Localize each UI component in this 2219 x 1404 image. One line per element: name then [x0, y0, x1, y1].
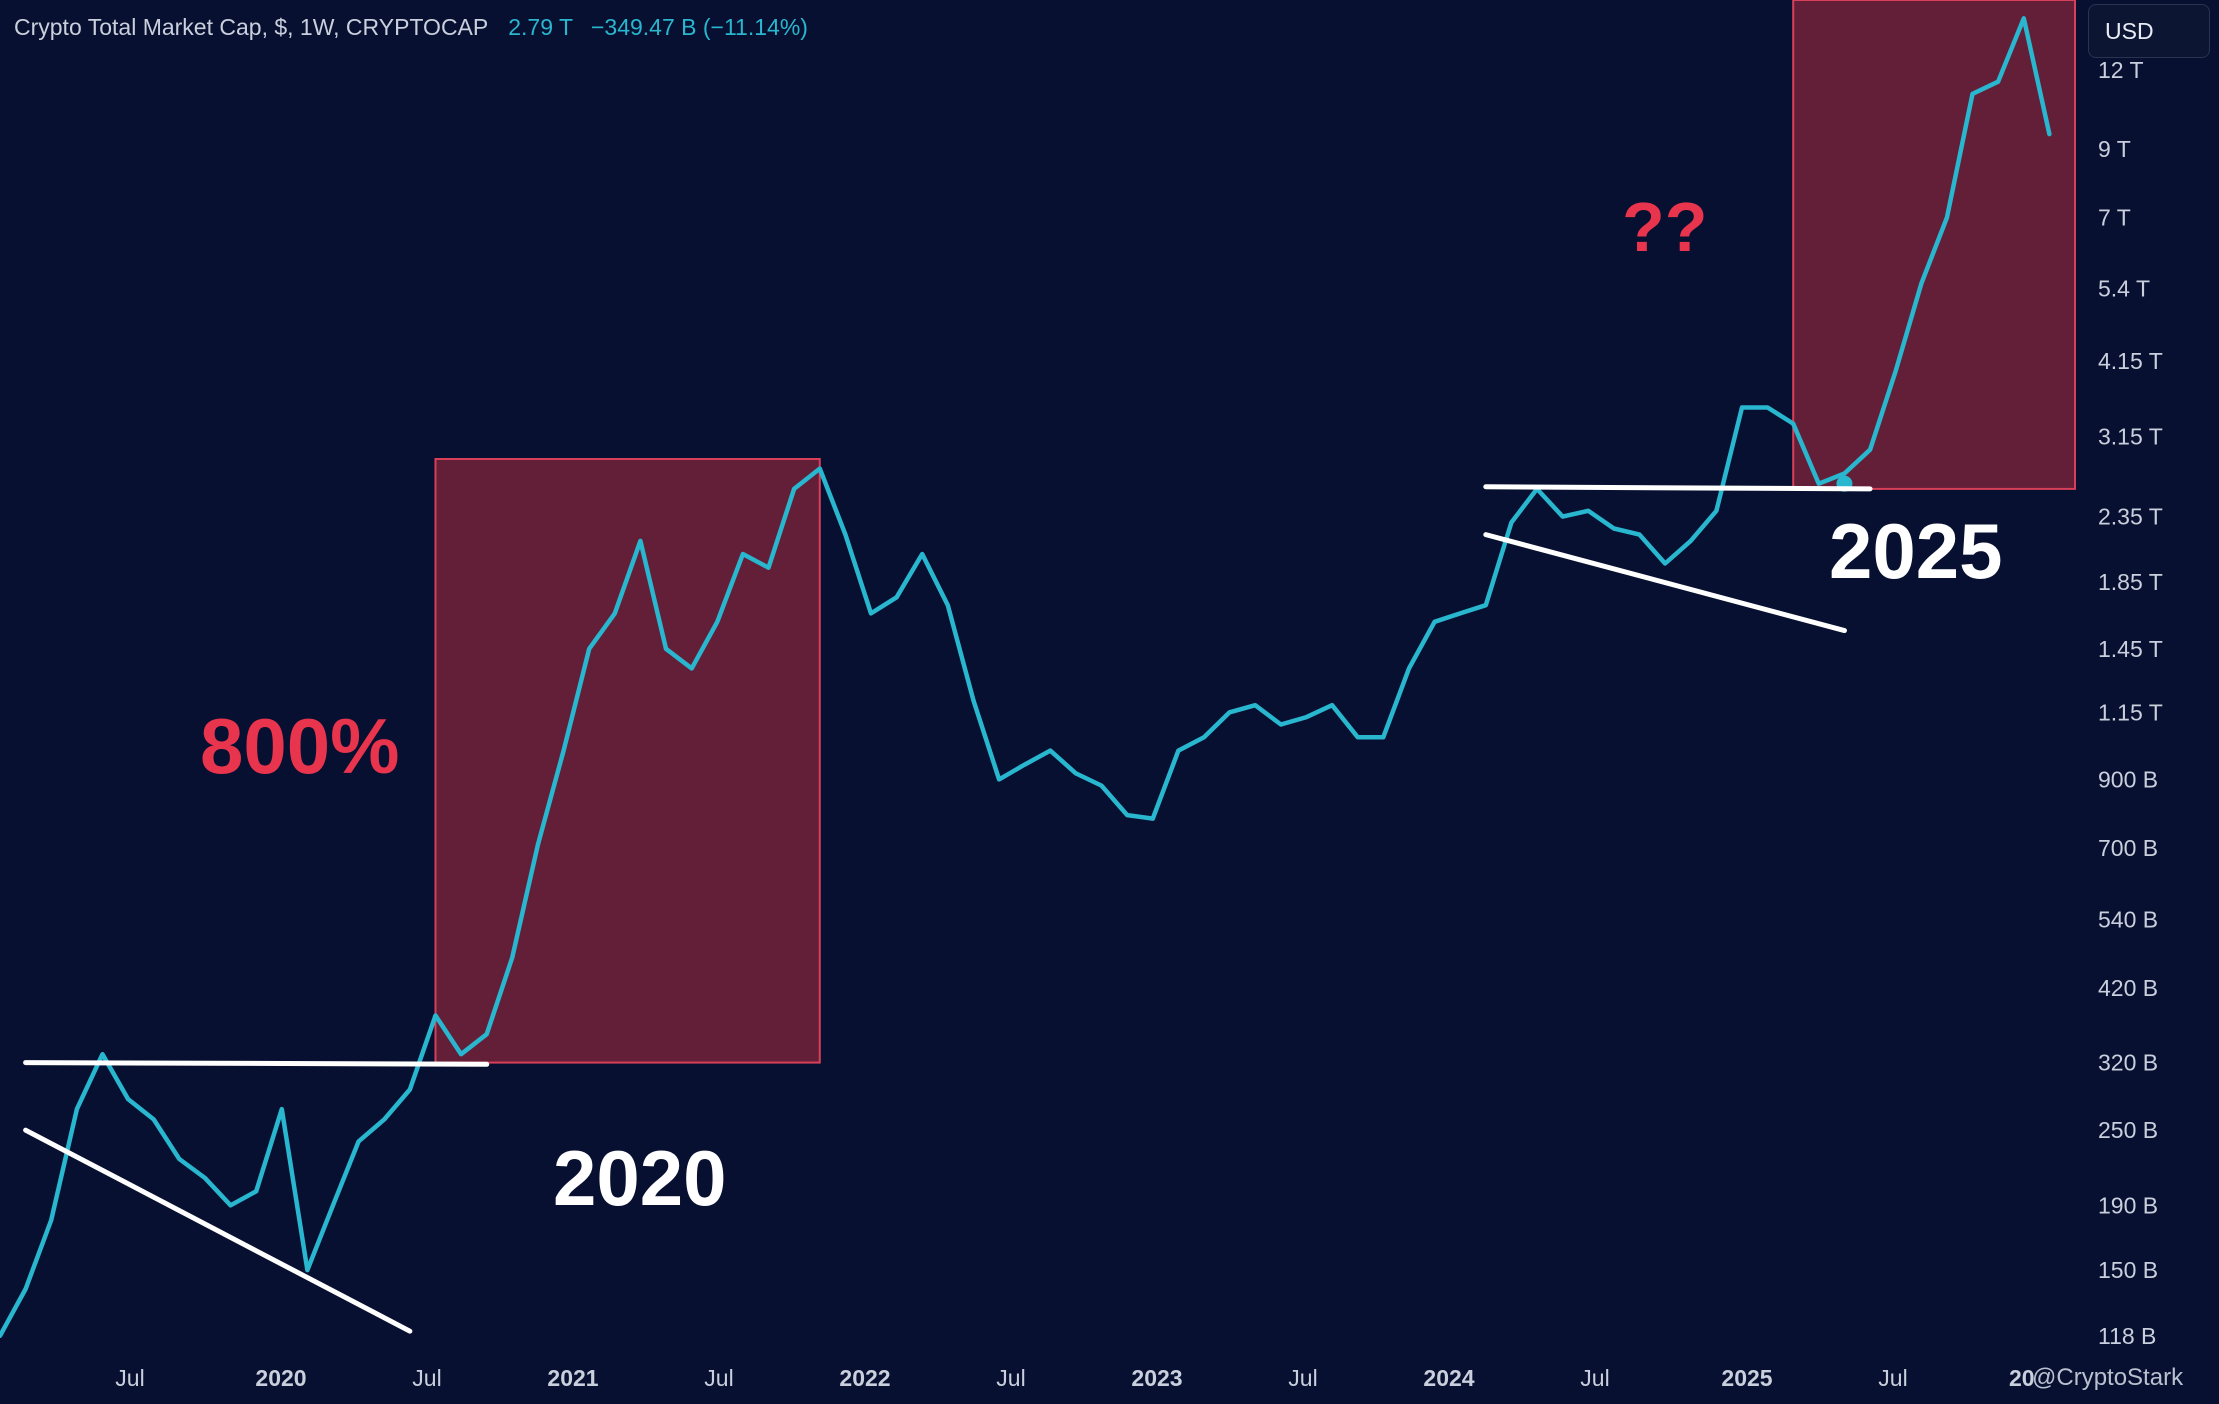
- y-tick-label-13[interactable]: 540 B: [2098, 906, 2158, 932]
- y-tick-label-16[interactable]: 250 B: [2098, 1117, 2158, 1143]
- y-tick-label-11[interactable]: 900 B: [2098, 766, 2158, 792]
- y-tick-label-18[interactable]: 150 B: [2098, 1257, 2158, 1283]
- x-tick-label-2[interactable]: 2020: [255, 1365, 306, 1391]
- highlight-box-1: [434, 457, 821, 1064]
- x-tick-label-7[interactable]: Jul: [996, 1365, 1025, 1391]
- symbol-title: Crypto Total Market Cap, $, 1W, CRYPTOCA…: [14, 14, 488, 40]
- y-tick-label-15[interactable]: 320 B: [2098, 1050, 2158, 1076]
- y-tick-label-3[interactable]: 7 T: [2098, 205, 2131, 231]
- watermark-label: @CryptoStark: [2032, 1364, 2184, 1391]
- x-tick-label-14[interactable]: 20: [2009, 1365, 2035, 1391]
- highlight-box-2: [1792, 0, 2076, 490]
- x-tick-label-1[interactable]: Jul: [115, 1365, 144, 1391]
- annotation-1: 800%: [200, 702, 400, 790]
- trendline-3: [1483, 484, 1873, 492]
- x-tick-label-10[interactable]: 2024: [1423, 1365, 1474, 1391]
- trendlines: [23, 484, 1873, 1334]
- chart-header: Crypto Total Market Cap, $, 1W, CRYPTOCA…: [14, 14, 808, 41]
- currency-button[interactable]: USD: [2088, 4, 2210, 58]
- x-tick-label-9[interactable]: Jul: [1288, 1365, 1317, 1391]
- y-tick-label-19[interactable]: 118 B: [2098, 1323, 2156, 1349]
- x-tick-label-6[interactable]: 2022: [839, 1365, 890, 1391]
- price-series: [0, 16, 2052, 1339]
- y-tick-label-17[interactable]: 190 B: [2098, 1192, 2158, 1218]
- y-tick-label-7[interactable]: 2.35 T: [2098, 504, 2163, 530]
- y-axis[interactable]: 12 T 9 T 7 T 5.4 T 4.15 T 3.15 T 2.35 T 1.85 T 1…: [2098, 57, 2163, 1349]
- trendline-1: [23, 1060, 490, 1067]
- change-value: −349.47 B (−11.14%): [590, 14, 808, 40]
- x-tick-label-13[interactable]: Jul: [1878, 1365, 1907, 1391]
- y-tick-label-8[interactable]: 1.85 T: [2098, 569, 2163, 595]
- last-value: 2.79 T: [508, 14, 573, 40]
- annotations: 800% 2020?? 2025: [200, 188, 2003, 1222]
- y-tick-label-4[interactable]: 5.4 T: [2098, 276, 2150, 302]
- y-tick-label-6[interactable]: 3.15 T: [2098, 423, 2163, 449]
- series-line: [0, 16, 2052, 1339]
- y-tick-label-12[interactable]: 700 B: [2098, 835, 2158, 861]
- x-tick-label-12[interactable]: 2025: [1721, 1365, 1772, 1391]
- y-tick-label-14[interactable]: 420 B: [2098, 975, 2158, 1001]
- y-tick-label-10[interactable]: 1.15 T: [2098, 699, 2163, 725]
- trendline-4: [1483, 532, 1847, 634]
- y-tick-label-5[interactable]: 4.15 T: [2098, 348, 2163, 374]
- x-tick-label-3[interactable]: Jul: [412, 1365, 441, 1391]
- trendline-2: [23, 1127, 413, 1334]
- y-tick-label-9[interactable]: 1.45 T: [2098, 636, 2163, 662]
- annotation-4: 2025: [1829, 507, 2003, 595]
- x-axis[interactable]: Jul 2020 Jul 2021 Jul 2022 Jul 2023 Jul 2024 Jul 20…: [115, 1365, 2034, 1391]
- x-tick-label-5[interactable]: Jul: [704, 1365, 733, 1391]
- annotation-2: 2020: [553, 1134, 727, 1222]
- y-tick-label-2[interactable]: 9 T: [2098, 136, 2131, 162]
- x-tick-label-8[interactable]: 2023: [1131, 1365, 1182, 1391]
- y-tick-label-1[interactable]: 12 T: [2098, 57, 2144, 83]
- x-tick-label-11[interactable]: Jul: [1580, 1365, 1609, 1391]
- annotation-3: ??: [1622, 188, 1708, 266]
- x-tick-label-4[interactable]: 2021: [547, 1365, 598, 1391]
